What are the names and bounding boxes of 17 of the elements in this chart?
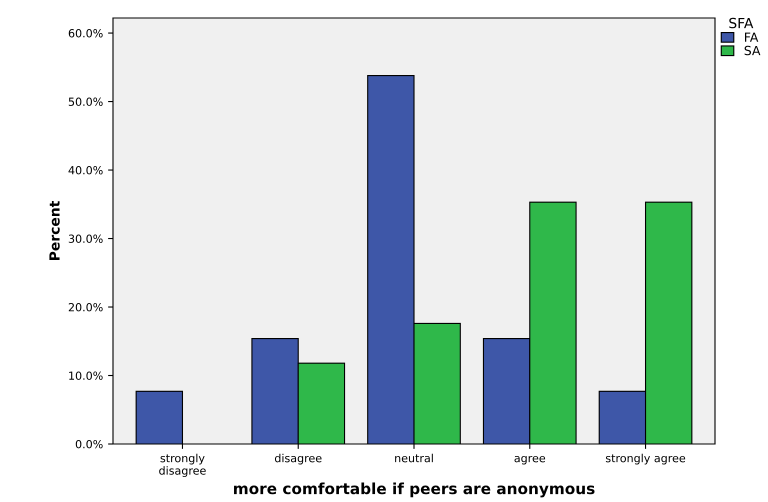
legend-title: SFA xyxy=(729,18,754,28)
y-tick-label: 50.0% xyxy=(68,98,103,106)
legend-label: FA xyxy=(745,32,758,42)
x-tick-label: strongly disagree xyxy=(159,454,206,477)
y-tick-label: 40.0% xyxy=(68,166,103,174)
y-tick-label: 20.0% xyxy=(68,302,103,312)
y-axis-title: Percent xyxy=(49,201,60,260)
y-tick-label: 30.0% xyxy=(68,234,103,243)
legend-label: SA xyxy=(744,46,760,56)
y-tick-label: 10.0% xyxy=(69,371,103,380)
y-tick-label: 60.0% xyxy=(68,29,103,38)
y-tick-label: 0.0% xyxy=(76,440,103,448)
x-axis-title: more comfortable if peers are anonymous xyxy=(234,482,595,498)
x-tick-label: agree xyxy=(514,456,546,464)
x-tick-label: strongly agree xyxy=(606,454,686,464)
x-tick-label: disagree xyxy=(274,454,322,464)
x-tick-label: neutral xyxy=(395,454,433,462)
